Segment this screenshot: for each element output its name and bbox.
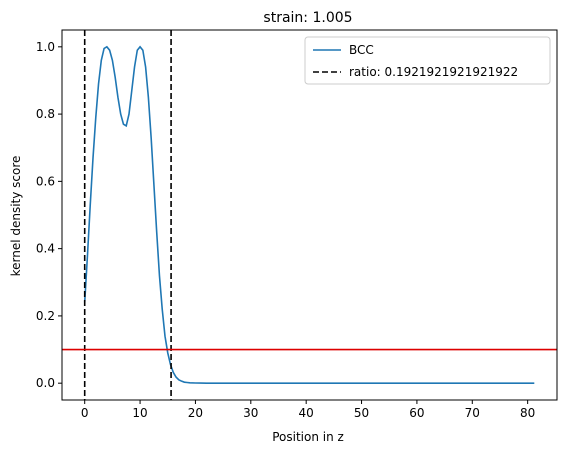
x-tick-label: 40	[299, 406, 314, 420]
x-tick-label: 30	[243, 406, 258, 420]
plot-area: 0 10 20 30 40 50 60 70 80 0.0 0.2 0.4 0.6 0.8 1.0 BCC ra…	[36, 29, 558, 420]
legend-label: BCC	[349, 43, 374, 57]
legend-label: ratio: 0.1921921921921922	[349, 65, 518, 79]
x-axis-label: Position in z	[272, 430, 344, 444]
y-tick-label: 0.8	[36, 107, 55, 121]
chart-title: strain: 1.005	[263, 10, 352, 26]
y-axis-label: kernel density score	[9, 156, 23, 277]
x-tick-label: 10	[132, 406, 147, 420]
axes-frame	[61, 29, 558, 401]
x-tick-label: 20	[188, 406, 203, 420]
x-tick-label: 50	[354, 406, 369, 420]
y-tick-label: 1.0	[36, 40, 55, 54]
legend: BCC ratio: 0.1921921921921922	[304, 36, 551, 85]
x-tick-label: 60	[409, 406, 424, 420]
series-line-bcc	[83, 45, 535, 384]
y-tick-label: 0.6	[36, 174, 55, 188]
x-tick-label: 70	[465, 406, 480, 420]
y-tick-label: 0.2	[36, 309, 55, 323]
x-tick-label: 0	[81, 406, 89, 420]
y-tick-label: 0.4	[36, 242, 55, 256]
legend-box	[304, 36, 551, 85]
y-tick-label: 0.0	[36, 376, 55, 390]
x-tick-label: 80	[520, 406, 535, 420]
